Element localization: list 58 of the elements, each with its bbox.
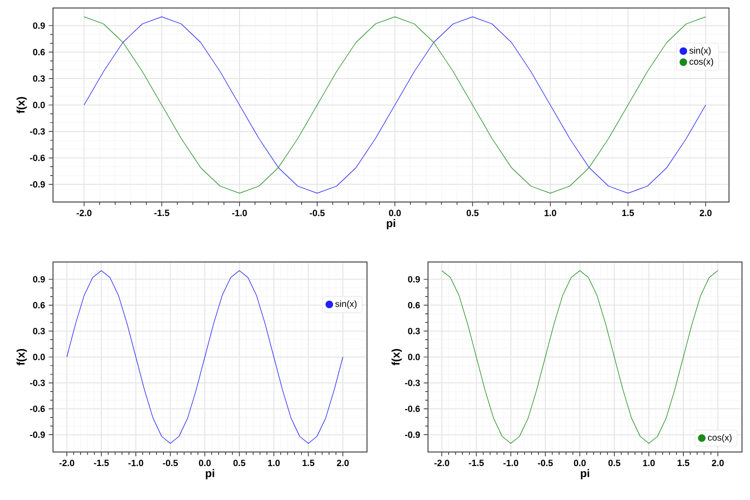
x-tick-label: -2.0	[59, 460, 74, 466]
y-tick-label: 0.0	[408, 354, 420, 360]
y-tick-label: 0.9	[33, 276, 45, 282]
x-tick-label: 2.0	[700, 210, 712, 216]
x-tick-label: 0.0	[388, 210, 401, 216]
x-tick-label: 1.0	[544, 210, 556, 216]
x-axis-title: pi	[386, 219, 396, 230]
y-tick-label: -0.9	[30, 181, 45, 188]
y-tick-label: 0.6	[33, 302, 45, 308]
x-tick-label: 0.0	[198, 460, 211, 466]
y-tick-label: 0.3	[33, 328, 45, 334]
x-tick-label: -0.5	[538, 460, 553, 466]
y-tick-label: 0.3	[33, 75, 45, 82]
legend-label: cos(x)	[708, 434, 732, 442]
y-tick-label: 0.9	[408, 276, 420, 282]
y-tick-label: -0.3	[405, 380, 420, 386]
x-tick-label: -0.5	[310, 210, 325, 216]
y-tick-label: -0.9	[405, 432, 420, 438]
y-axis-title: f(x)	[16, 348, 27, 366]
x-tick-label: -1.0	[128, 460, 144, 466]
y-tick-label: -0.3	[30, 128, 45, 135]
x-tick-label: -0.5	[162, 460, 178, 466]
x-tick-label: 0.5	[466, 210, 479, 216]
y-tick-label: 0.9	[33, 22, 45, 29]
y-tick-label: -0.9	[30, 432, 45, 438]
x-tick-label: 0.5	[233, 460, 246, 466]
x-tick-label: 2.0	[336, 460, 349, 466]
x-tick-label: 1.5	[302, 460, 314, 466]
x-tick-label: -1.0	[232, 210, 247, 216]
legend-label: sin(x)	[335, 300, 357, 309]
legend-label: cos(x)	[690, 58, 714, 67]
y-axis-title: f(x)	[392, 348, 402, 366]
y-tick-label: 0.0	[33, 354, 45, 360]
y-tick-label: 0.6	[33, 48, 45, 56]
x-axis-title: pi	[206, 469, 214, 480]
y-tick-label: -0.6	[405, 406, 420, 412]
x-tick-label: 2.0	[712, 460, 724, 466]
x-tick-label: -1.5	[468, 460, 484, 466]
legend-label: sin(x)	[689, 47, 711, 56]
y-tick-label: 0.0	[33, 102, 45, 108]
x-tick-label: -1.0	[503, 460, 518, 466]
y-tick-label: 0.6	[408, 302, 420, 308]
x-tick-label: 1.5	[678, 460, 690, 466]
x-tick-label: 1.0	[268, 460, 280, 466]
y-tick-label: -0.3	[30, 380, 45, 386]
x-axis-title: pi	[580, 469, 590, 480]
y-tick-label: -0.6	[30, 406, 45, 412]
y-tick-label: -0.6	[30, 154, 45, 162]
x-tick-label: -2.0	[76, 210, 92, 216]
x-tick-label: -2.0	[434, 460, 450, 466]
x-tick-label: 1.5	[622, 210, 634, 216]
x-tick-label: -1.5	[94, 460, 109, 466]
y-tick-label: 0.3	[408, 328, 420, 334]
x-tick-label: 1.0	[643, 460, 655, 466]
y-axis-title: f(x)	[16, 96, 27, 114]
x-tick-label: 0.5	[608, 460, 620, 466]
x-tick-label: 0.0	[574, 460, 586, 466]
x-tick-label: -1.5	[154, 210, 170, 216]
